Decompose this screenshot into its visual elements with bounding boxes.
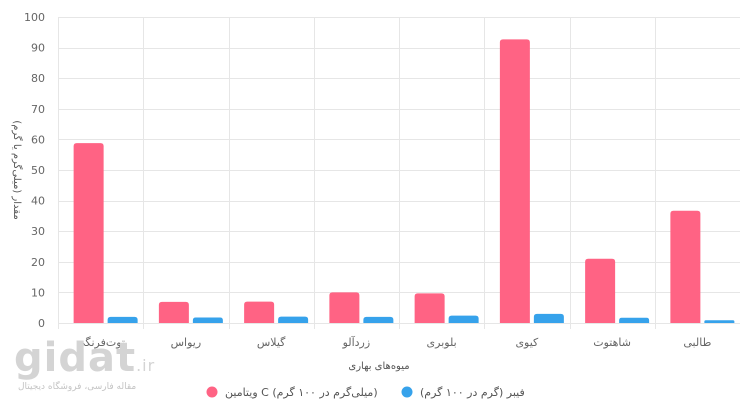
y-tick-label: 70 bbox=[31, 103, 45, 116]
grid-lines bbox=[58, 17, 740, 329]
bar-vitamin-c[interactable] bbox=[414, 293, 445, 323]
y-tick-label: 30 bbox=[31, 225, 45, 238]
bar-vitamin-c[interactable] bbox=[329, 292, 360, 323]
bar-fiber[interactable] bbox=[107, 316, 138, 323]
bar-fiber[interactable] bbox=[533, 313, 564, 323]
bars bbox=[73, 39, 735, 323]
bar-fiber[interactable] bbox=[448, 315, 479, 323]
legend-swatch[interactable] bbox=[401, 386, 413, 398]
x-tick-label: طالبی bbox=[683, 336, 711, 349]
bar-vitamin-c[interactable] bbox=[244, 301, 275, 323]
bar-vitamin-c[interactable] bbox=[499, 39, 530, 323]
legend-label[interactable]: فیبر (گرم در ۱۰۰ گرم) bbox=[420, 386, 525, 399]
bar-vitamin-c[interactable] bbox=[670, 210, 701, 323]
x-tick-label: شاهتوت bbox=[593, 336, 631, 349]
y-tick-label: 40 bbox=[31, 195, 45, 208]
bar-fiber[interactable] bbox=[192, 317, 223, 323]
x-tick-label: گیلاس bbox=[257, 336, 286, 349]
bar-vitamin-c[interactable] bbox=[585, 258, 616, 323]
legend-label[interactable]: ویتامین C (میلی‌گرم در ۱۰۰ گرم) bbox=[225, 386, 378, 399]
legend-swatch[interactable] bbox=[206, 386, 218, 398]
bar-vitamin-c[interactable] bbox=[73, 143, 104, 323]
y-axis-title: مقدار (میلی‌گرم یا گرم) bbox=[11, 120, 23, 219]
x-tick-label: کیوی bbox=[515, 336, 539, 349]
x-tick-labels: توت‌فرنگی ریواس گیلاس زردآلو بلوبری کیوی شاهتو… bbox=[76, 335, 711, 349]
bar-fiber[interactable] bbox=[363, 316, 394, 323]
watermark-logo-text: gidat bbox=[14, 335, 137, 381]
y-tick-label: 80 bbox=[31, 72, 45, 85]
bar-fiber[interactable] bbox=[619, 317, 650, 323]
watermark: gidat.ir مقاله فارسی، فروشگاه دیجیتال bbox=[14, 336, 184, 398]
x-tick-label: بلوبری bbox=[427, 336, 457, 349]
x-tick-label: زردآلو bbox=[342, 335, 371, 349]
bar-fiber[interactable] bbox=[704, 320, 735, 323]
x-tick-label: ریواس bbox=[171, 336, 202, 349]
watermark-tagline: مقاله فارسی، فروشگاه دیجیتال bbox=[18, 382, 137, 392]
legend[interactable]: ویتامین C (میلی‌گرم در ۱۰۰ گرم) فیبر (گرم… bbox=[206, 386, 525, 399]
bar-fiber[interactable] bbox=[278, 316, 309, 323]
y-tick-label: 100 bbox=[24, 11, 45, 24]
y-tick-label: 10 bbox=[31, 286, 45, 299]
watermark-logo: gidat.ir bbox=[14, 336, 155, 388]
x-tick-label: توت‌فرنگی bbox=[76, 336, 125, 349]
y-tick-label: 0 bbox=[38, 317, 45, 330]
watermark-logo-suffix: .ir bbox=[136, 356, 156, 375]
y-tick-label: 90 bbox=[31, 42, 45, 55]
y-tick-label: 50 bbox=[31, 164, 45, 177]
y-tick-label: 20 bbox=[31, 256, 45, 269]
bar-vitamin-c[interactable] bbox=[158, 301, 189, 323]
x-axis-title: میوه‌های بهاری bbox=[348, 361, 409, 372]
y-tick-label: 60 bbox=[31, 133, 45, 146]
y-tick-labels: 0 10 20 30 40 50 60 70 80 90 100 bbox=[24, 11, 45, 330]
